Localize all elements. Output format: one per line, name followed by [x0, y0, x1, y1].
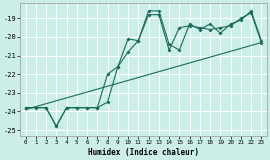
X-axis label: Humidex (Indice chaleur): Humidex (Indice chaleur) — [88, 148, 199, 156]
